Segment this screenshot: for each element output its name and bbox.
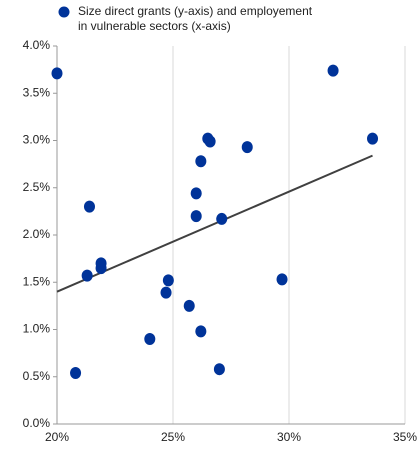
y-tick-label: 1.0%	[23, 322, 51, 336]
point	[162, 274, 174, 287]
point	[195, 155, 207, 168]
y-tick-label: 3.0%	[23, 133, 51, 147]
y-tick-label: 1.5%	[23, 274, 51, 288]
point	[183, 299, 195, 312]
point	[51, 67, 63, 80]
y-tick-label: 0.5%	[23, 369, 51, 383]
point	[241, 141, 253, 154]
point	[216, 212, 228, 225]
x-tick-label: 20%	[45, 430, 69, 444]
y-tick-label: 2.5%	[23, 180, 51, 194]
point	[70, 366, 82, 379]
point	[327, 64, 339, 77]
trend-line	[56, 154, 373, 293]
point	[160, 286, 172, 299]
point	[367, 132, 379, 145]
legend-label: Size direct grants (y-axis) and employem…	[78, 4, 313, 33]
y-tick-label: 4.0%	[23, 38, 51, 52]
x-tick-label: 35%	[393, 430, 417, 444]
y-tick-label: 0.0%	[23, 416, 51, 430]
x-tick-label: 30%	[277, 430, 301, 444]
point	[81, 269, 93, 282]
point	[213, 363, 225, 376]
point	[190, 210, 202, 223]
point	[83, 200, 95, 213]
point	[195, 325, 207, 338]
point	[204, 135, 216, 148]
y-tick-label: 2.0%	[23, 227, 51, 241]
x-tick-label: 25%	[161, 430, 185, 444]
y-tick-label: 3.5%	[23, 85, 51, 99]
point	[190, 187, 202, 200]
point	[144, 332, 156, 345]
legend-marker	[58, 6, 70, 18]
point	[276, 273, 288, 286]
point	[95, 257, 107, 270]
